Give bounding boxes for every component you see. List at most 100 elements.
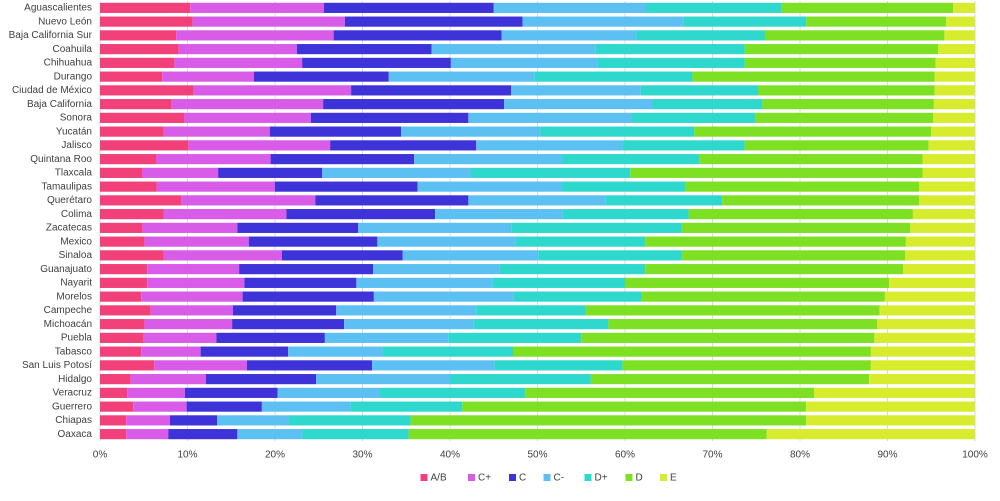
bar-segment <box>879 305 975 316</box>
bar-segment <box>402 250 539 261</box>
bar-segment <box>277 387 380 398</box>
bar-segment <box>100 16 193 27</box>
legend-item: D+ <box>584 473 608 484</box>
bar-segment <box>100 57 175 68</box>
bar-segment <box>766 429 975 440</box>
bar-segment <box>605 195 723 206</box>
legend-label: A/B <box>431 473 447 484</box>
bar-segment <box>193 85 352 96</box>
bar-segment <box>372 360 495 371</box>
bar-segment <box>244 277 357 288</box>
bar-segment <box>254 71 389 82</box>
bar-segment <box>889 277 975 288</box>
bar-segment <box>922 154 975 165</box>
bar-segment <box>100 305 151 316</box>
bar-segment <box>758 85 935 96</box>
bar-segment <box>905 250 975 261</box>
bar-segment <box>414 154 562 165</box>
bar-segment <box>100 250 164 261</box>
bar-segment <box>722 195 919 206</box>
bar-segment <box>476 305 586 316</box>
y-tick-label: Sonora <box>60 113 93 124</box>
bar-segment <box>462 401 807 412</box>
bar-segment <box>126 415 170 426</box>
bar-segment <box>762 99 934 110</box>
y-tick-label: Coahuila <box>53 44 93 55</box>
bar-segment <box>186 401 262 412</box>
bar-segment <box>373 291 514 302</box>
bar-segment <box>645 264 904 275</box>
bar-segment <box>247 360 373 371</box>
bar-segment <box>622 140 745 151</box>
legend-swatch <box>509 474 516 481</box>
bar-segment <box>681 222 911 233</box>
y-tick-label: Tamaulipas <box>41 181 92 192</box>
bar-segment <box>163 126 270 137</box>
bar-segment <box>350 401 463 412</box>
bar-segment <box>130 374 206 385</box>
bar-segment <box>590 374 870 385</box>
bar-segment <box>200 346 289 357</box>
bar-segment <box>237 429 303 440</box>
bar-segment <box>100 30 177 41</box>
bar-segment <box>144 319 233 330</box>
legend-swatch <box>625 474 633 481</box>
bar-segment <box>150 305 233 316</box>
bar-segment <box>296 44 432 55</box>
x-tick-label: 80% <box>790 450 810 461</box>
y-tick-label: Morelos <box>56 291 92 302</box>
bar-segment <box>515 236 646 247</box>
bar-segment <box>765 30 945 41</box>
bar-segment <box>694 126 932 137</box>
bar-segment <box>100 291 142 302</box>
y-tick-label: Guanajuato <box>40 264 92 275</box>
bar-segment <box>358 222 512 233</box>
legend-swatch <box>543 474 551 481</box>
bar-segment <box>377 236 516 247</box>
bar-segment <box>641 291 885 302</box>
bar-segment <box>100 112 184 123</box>
bar-segment <box>100 209 164 220</box>
bar-segment <box>534 71 693 82</box>
bar-segment <box>100 415 127 426</box>
bar-segment <box>919 181 975 192</box>
bar-segment <box>174 57 303 68</box>
bar-segment <box>233 305 337 316</box>
legend-swatch <box>584 474 592 481</box>
bar-segment <box>744 57 936 68</box>
bar-segment <box>141 291 243 302</box>
bar-segment <box>934 71 975 82</box>
y-tick-label: Colima <box>61 209 93 220</box>
y-tick-label: Chiapas <box>55 415 92 426</box>
legend-item: D <box>625 473 643 484</box>
y-tick-label: Tlaxcala <box>55 168 93 179</box>
bar-segment <box>435 209 563 220</box>
bar-segment <box>100 277 148 288</box>
bar-segment <box>286 209 436 220</box>
bar-segment <box>142 222 238 233</box>
bar-segment <box>351 85 512 96</box>
y-tick-label: Ciudad de México <box>12 85 92 96</box>
legend-item: C <box>509 473 526 484</box>
x-tick-label: 10% <box>177 450 197 461</box>
bar-segment <box>302 57 451 68</box>
bar-segment <box>640 85 758 96</box>
bar-segment <box>874 332 975 343</box>
y-tick-label: Veracruz <box>53 388 92 399</box>
bar-segment <box>323 99 505 110</box>
x-tick-label: 50% <box>527 450 547 461</box>
bar-segment <box>100 167 142 178</box>
bar-segment <box>933 112 975 123</box>
bar-segment <box>330 140 477 151</box>
bar-segment <box>912 209 975 220</box>
y-tick-label: Mexico <box>60 236 92 247</box>
bar-segment <box>163 250 282 261</box>
y-tick-label: Michoacán <box>44 319 92 330</box>
bar-segment <box>685 181 919 192</box>
legend-label: D <box>636 473 643 484</box>
bar-segment <box>147 277 245 288</box>
bar-segment <box>156 181 275 192</box>
bar-segment <box>870 346 975 357</box>
bar-segment <box>143 332 217 343</box>
